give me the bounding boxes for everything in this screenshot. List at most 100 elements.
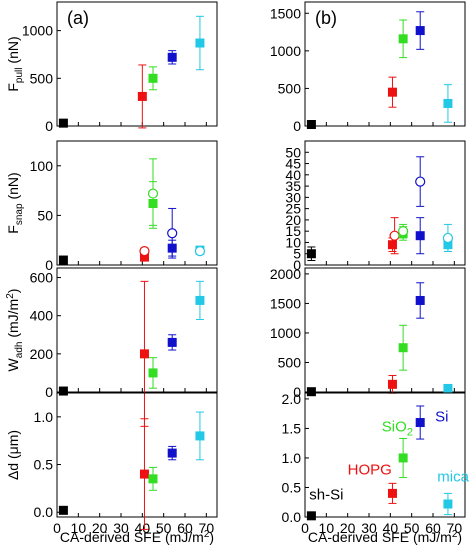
data-point [58,118,68,128]
y-axis-title-main: Δd (μm) [5,430,21,480]
marker-square [58,255,68,265]
x-axis-title-text: CA-derived SFE (mJ/m [308,529,452,545]
data-point-open [147,158,159,229]
marker-square [167,52,177,62]
y-tick-label: 0 [45,257,53,273]
data-point [58,386,68,396]
data-point [139,280,149,427]
marker-circle [194,246,206,257]
data-point [167,50,177,65]
marker-circle [167,228,178,239]
panel-tag: (a) [67,8,89,28]
marker-square [148,368,158,378]
y-tick-label: 1500 [270,295,301,311]
data-point-open [442,223,454,252]
y-tick-label: 40 [285,167,301,183]
y-tick-label: 30 [285,189,301,205]
data-point [195,280,205,321]
plot-frame [304,267,466,393]
data-point [387,76,397,108]
marker-square [398,453,408,463]
y-tick-label: 500 [278,80,302,96]
y-tick-label: 25 [285,201,301,217]
data-point [398,437,408,478]
data-point [306,511,316,521]
marker-circle [415,176,426,187]
x-tick-label: 0 [53,520,61,536]
annotation-label: Si [435,408,448,425]
x-tick-label: 20 [92,520,108,536]
data-point-open [415,156,426,207]
data-point [167,334,177,351]
data-point [195,15,205,71]
y-tick-label: 35 [285,178,301,194]
y-axis-title-main: F [5,225,21,234]
marker-square [415,26,425,36]
x-tick-label: 0 [301,520,309,536]
x-tick-label: 30 [113,520,129,536]
data-point [137,64,147,129]
y-axis-title-main: F [5,83,21,92]
data-point [398,19,408,59]
data-point [443,383,453,393]
marker-square [306,119,316,129]
marker-circle [389,230,400,241]
data-point [387,482,397,504]
panel-a-row-0: 0 500 1000 (a) [22,1,218,134]
y-axis-title-end: ) [5,289,21,294]
x-tick-label: 40 [383,520,399,536]
y-tick-label: 1500 [270,5,301,21]
marker-circle [139,246,150,257]
data-point [148,66,158,91]
data-point [443,492,453,516]
plot-frame [56,392,218,518]
marker-circle [147,188,159,199]
y-tick-label: 15 [285,223,301,239]
marker-square [415,231,425,241]
panel-a-row-2: 0 200 400 600 [30,267,218,427]
panel-b-row-3: 0 10 20 30 40 50 60 70 0.0 0.5 1.0 1.5 2.0 sh-Si HOPG S… [282,391,470,536]
y-axis-title-sub: snap [14,203,25,225]
marker-square [139,469,149,479]
panel-b-row-0: 0 500 1000 1500 (b) [270,1,466,134]
marker-square [443,383,453,393]
y-axis-title-sup: 2 [5,293,16,299]
y-tick-label: 1.5 [282,420,302,436]
data-point [58,505,68,515]
data-point [443,84,453,123]
annotation-label: mica [437,469,469,486]
y-tick-label: 0.0 [282,509,302,525]
plot-frame [304,140,466,266]
y-tick-label: 2.0 [282,391,302,407]
x-tick-label: 30 [361,520,377,536]
data-point-open [389,217,400,255]
x-tick-label: 40 [135,520,151,536]
panel-a-row-3: 0 10 20 30 40 50 60 70 0.0 0.5 1.0 [34,392,218,536]
annotation-text: SiO [382,418,407,435]
y-axis-title-sub: pull [14,67,25,83]
panel-b-row-2: 0 500 1000 1500 2000 [270,266,466,400]
annotation-subscript: 2 [407,426,413,438]
y-axis-title: Fpull (nN) [5,36,25,91]
marker-square [139,252,149,262]
marker-square [398,343,408,353]
annotation-text: sh-Si [309,486,343,503]
data-point [148,357,158,389]
y-tick-label: 500 [278,354,302,370]
marker-square [58,386,68,396]
y-tick-label: 1000 [270,325,301,341]
y-tick-label: 100 [30,158,54,174]
data-point-open [398,223,409,239]
y-axis-title-main: W [5,357,21,371]
x-tick-label: 50 [156,520,172,536]
data-point [398,324,408,371]
marker-square [58,505,68,515]
y-tick-label: 600 [30,270,54,286]
data-point [415,11,425,50]
annotation-text: HOPG [348,461,392,478]
data-point [195,411,205,461]
plot-frame [304,392,466,518]
marker-square [167,337,177,347]
